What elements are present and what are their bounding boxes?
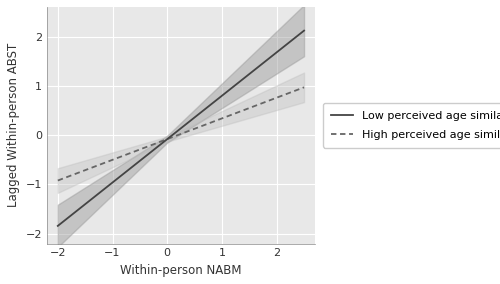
X-axis label: Within-person NABM: Within-person NABM <box>120 264 242 277</box>
Y-axis label: Lagged Within-person ABST: Lagged Within-person ABST <box>7 43 20 207</box>
Legend: Low perceived age similarity, High perceived age similarity: Low perceived age similarity, High perce… <box>323 103 500 147</box>
